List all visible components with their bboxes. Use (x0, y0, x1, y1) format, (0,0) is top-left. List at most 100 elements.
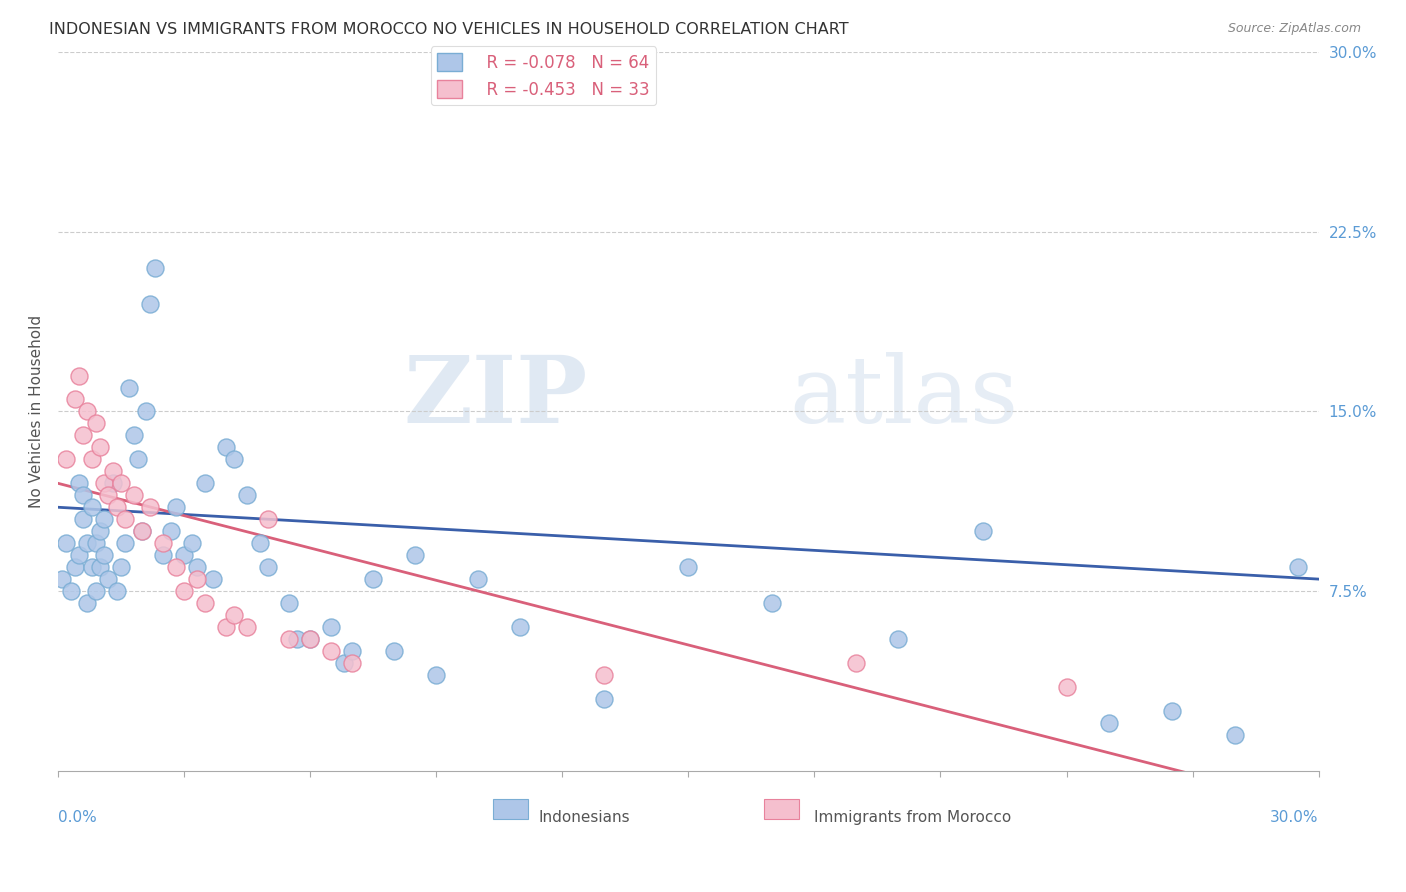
Point (110, 560, 132, 574)
Point (1286, 560, 1309, 574)
FancyBboxPatch shape (763, 798, 799, 819)
Point (425, 668, 447, 682)
Point (101, 476, 124, 491)
Point (257, 512, 280, 526)
Point (139, 500, 162, 515)
Point (249, 536, 271, 550)
Point (593, 691, 616, 706)
Point (67, 476, 90, 491)
Point (97, 572, 120, 586)
Point (93, 548, 115, 562)
Point (76, 596, 98, 610)
Point (72, 428, 94, 442)
Point (80, 560, 103, 574)
Y-axis label: No Vehicles in Household: No Vehicles in Household (30, 315, 44, 508)
Point (118, 380, 141, 394)
Point (165, 560, 187, 574)
Point (122, 428, 145, 442)
Point (181, 536, 204, 550)
Text: Immigrants from Morocco: Immigrants from Morocco (814, 810, 1012, 825)
Point (59, 584, 82, 599)
Point (340, 656, 363, 670)
Point (194, 596, 217, 610)
Point (89, 560, 111, 574)
Point (1056, 680, 1078, 694)
Point (51, 572, 73, 586)
Point (186, 572, 208, 586)
Point (509, 620, 531, 634)
Point (173, 584, 195, 599)
Point (1160, 704, 1182, 718)
Legend:   R = -0.078   N = 64,   R = -0.453   N = 33: R = -0.078 N = 64, R = -0.453 N = 33 (430, 46, 657, 105)
Point (84, 536, 107, 550)
Point (105, 584, 128, 599)
Point (165, 500, 187, 515)
Point (215, 441, 238, 455)
Point (236, 488, 259, 502)
Point (76, 536, 98, 550)
Point (160, 524, 183, 539)
Point (80, 500, 103, 515)
Point (186, 560, 208, 574)
Point (236, 620, 259, 634)
Point (278, 632, 301, 646)
Point (1097, 715, 1119, 730)
Point (152, 548, 174, 562)
Point (321, 644, 343, 658)
Point (340, 644, 363, 658)
Point (257, 560, 280, 574)
Point (678, 560, 700, 574)
Point (80, 452, 103, 467)
Point (143, 260, 166, 275)
Point (845, 656, 868, 670)
FancyBboxPatch shape (494, 798, 529, 819)
Point (122, 488, 145, 502)
Point (131, 524, 153, 539)
Point (224, 452, 246, 467)
Point (1223, 728, 1246, 742)
Point (593, 668, 616, 682)
Point (382, 644, 405, 658)
Point (278, 596, 301, 610)
Point (321, 620, 343, 634)
Point (105, 500, 128, 515)
Point (93, 476, 115, 491)
Point (63, 392, 86, 407)
Point (101, 464, 124, 478)
Point (287, 632, 309, 646)
Point (972, 524, 994, 539)
Point (361, 572, 384, 586)
Point (84, 584, 107, 599)
Point (127, 452, 149, 467)
Point (761, 596, 783, 610)
Point (194, 476, 217, 491)
Point (67, 548, 90, 562)
Point (215, 620, 238, 634)
Point (152, 536, 174, 550)
Point (131, 524, 153, 539)
Point (299, 632, 322, 646)
Point (332, 656, 354, 670)
Point (114, 536, 136, 550)
Text: Indonesians: Indonesians (538, 810, 630, 825)
Point (72, 512, 94, 526)
Point (89, 441, 111, 455)
Point (404, 548, 426, 562)
Point (202, 572, 225, 586)
Text: atlas: atlas (789, 352, 1018, 442)
Point (93, 512, 115, 526)
Text: Source: ZipAtlas.com: Source: ZipAtlas.com (1227, 22, 1361, 36)
Point (467, 572, 489, 586)
Point (173, 548, 195, 562)
Text: ZIP: ZIP (404, 352, 588, 442)
Point (299, 632, 322, 646)
Text: INDONESIAN VS IMMIGRANTS FROM MOROCCO NO VEHICLES IN HOUSEHOLD CORRELATION CHART: INDONESIAN VS IMMIGRANTS FROM MOROCCO NO… (49, 22, 849, 37)
Point (55, 452, 77, 467)
Point (76, 404, 98, 418)
Point (84, 417, 107, 431)
Point (67, 368, 90, 383)
Text: 30.0%: 30.0% (1270, 810, 1319, 825)
Point (139, 296, 162, 310)
Point (887, 632, 910, 646)
Point (110, 476, 132, 491)
